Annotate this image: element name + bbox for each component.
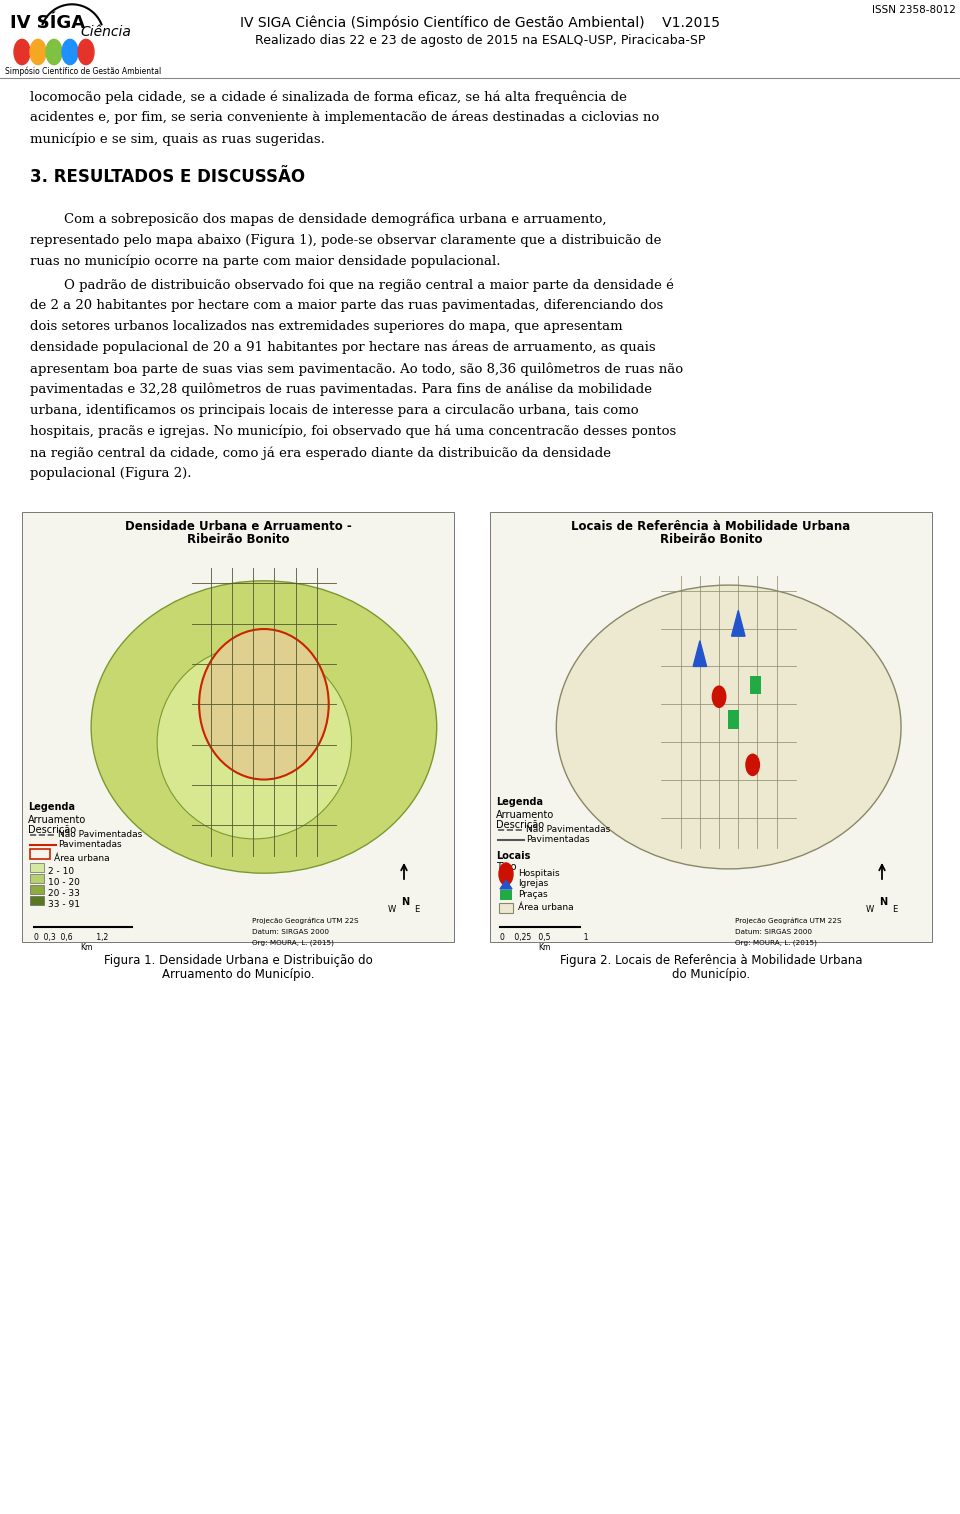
- Text: 33 - 91: 33 - 91: [48, 899, 80, 908]
- Text: Locais de Referência à Mobilidade Urbana: Locais de Referência à Mobilidade Urbana: [571, 519, 851, 533]
- Text: Tipo: Tipo: [496, 861, 516, 872]
- Text: município e se sim, quais as ruas sugeridas.: município e se sim, quais as ruas sugeri…: [30, 132, 324, 145]
- Text: Ribeirão Bonito: Ribeirão Bonito: [660, 533, 762, 547]
- Text: E: E: [892, 905, 898, 914]
- Text: Com a sobreposicão dos mapas de densidade demográfica urbana e arruamento,: Com a sobreposicão dos mapas de densidad…: [30, 213, 607, 227]
- Text: Não Pavimentadas: Não Pavimentadas: [58, 830, 142, 839]
- Circle shape: [46, 39, 62, 65]
- Text: 10 - 20: 10 - 20: [48, 878, 80, 887]
- Text: Figura 2. Locais de Referência à Mobilidade Urbana: Figura 2. Locais de Referência à Mobilid…: [560, 954, 862, 967]
- Polygon shape: [693, 640, 707, 666]
- Text: O padrão de distribuicão observado foi que na região central a maior parte da de: O padrão de distribuicão observado foi q…: [30, 279, 674, 292]
- Text: ISSN 2358-8012: ISSN 2358-8012: [872, 5, 956, 15]
- Text: Figura 1. Densidade Urbana e Distribuição do: Figura 1. Densidade Urbana e Distribuiçã…: [104, 954, 372, 967]
- Text: populacional (Figura 2).: populacional (Figura 2).: [30, 466, 191, 480]
- Text: de 2 a 20 habitantes por hectare com a maior parte das ruas pavimentadas, difere: de 2 a 20 habitantes por hectare com a m…: [30, 298, 663, 312]
- Ellipse shape: [91, 581, 437, 874]
- FancyBboxPatch shape: [30, 886, 44, 893]
- Text: Área urbana: Área urbana: [518, 902, 574, 911]
- Text: Descrição: Descrição: [496, 821, 544, 830]
- Ellipse shape: [199, 628, 328, 780]
- Text: W: W: [388, 905, 396, 914]
- Text: Datum: SIRGAS 2000: Datum: SIRGAS 2000: [252, 930, 329, 936]
- Text: Hospitais: Hospitais: [518, 869, 560, 878]
- Text: Igrejas: Igrejas: [518, 880, 548, 889]
- Circle shape: [712, 686, 726, 707]
- Circle shape: [746, 754, 759, 775]
- Text: Praças: Praças: [518, 890, 547, 899]
- FancyBboxPatch shape: [728, 710, 739, 728]
- FancyBboxPatch shape: [30, 874, 44, 883]
- Text: N: N: [401, 896, 409, 907]
- Polygon shape: [732, 610, 745, 636]
- FancyBboxPatch shape: [750, 675, 761, 693]
- Text: IV SÍGA: IV SÍGA: [10, 14, 85, 32]
- Text: apresentam boa parte de suas vias sem pavimentacão. Ao todo, são 8,36 quilômetro: apresentam boa parte de suas vias sem pa…: [30, 362, 684, 375]
- Text: Legenda: Legenda: [28, 802, 75, 812]
- Text: densidade populacional de 20 a 91 habitantes por hectare nas áreas de arruamento: densidade populacional de 20 a 91 habita…: [30, 341, 656, 354]
- Circle shape: [78, 39, 94, 65]
- Text: Simpósio Científico de Gestão Ambiental: Simpósio Científico de Gestão Ambiental: [5, 67, 161, 77]
- Text: Pavimentadas: Pavimentadas: [526, 836, 589, 843]
- Text: Descrição: Descrição: [28, 825, 76, 836]
- Text: Datum: SIRGAS 2000: Datum: SIRGAS 2000: [735, 930, 812, 936]
- Text: 2 - 10: 2 - 10: [48, 868, 74, 877]
- Circle shape: [30, 39, 46, 65]
- Text: Densidade Urbana e Arruamento -: Densidade Urbana e Arruamento -: [125, 519, 351, 533]
- Text: locomocão pela cidade, se a cidade é sinalizada de forma eficaz, se há alta freq: locomocão pela cidade, se a cidade é sin…: [30, 89, 627, 103]
- FancyBboxPatch shape: [30, 896, 44, 905]
- Text: Arruamento do Município.: Arruamento do Município.: [161, 967, 314, 981]
- Text: acidentes e, por fim, se seria conveniente à implementacão de áreas destinadas a: acidentes e, por fim, se seria convenien…: [30, 111, 660, 124]
- Text: representado pelo mapa abaixo (Figura 1), pode-se observar claramente que a dist: representado pelo mapa abaixo (Figura 1)…: [30, 235, 661, 247]
- Text: Área urbana: Área urbana: [54, 854, 109, 863]
- Text: 3. RESULTADOS E DISCUSSÃO: 3. RESULTADOS E DISCUSSÃO: [30, 168, 305, 186]
- FancyBboxPatch shape: [490, 512, 932, 942]
- Text: Locais: Locais: [496, 851, 530, 861]
- Text: pavimentadas e 32,28 quilômetros de ruas pavimentadas. Para fins de análise da m: pavimentadas e 32,28 quilômetros de ruas…: [30, 383, 652, 397]
- Text: Org: MOURA, L. (2015): Org: MOURA, L. (2015): [252, 939, 334, 946]
- Text: N: N: [879, 896, 887, 907]
- Ellipse shape: [157, 645, 351, 839]
- Text: E: E: [414, 905, 420, 914]
- Text: 20 - 33: 20 - 33: [48, 889, 80, 898]
- Circle shape: [62, 39, 78, 65]
- Text: Projecão Geográfica UTM 22S: Projecão Geográfica UTM 22S: [735, 917, 842, 924]
- Text: Pavimentadas: Pavimentadas: [58, 840, 122, 849]
- Ellipse shape: [556, 584, 901, 869]
- Text: urbana, identificamos os principais locais de interesse para a circulacão urbana: urbana, identificamos os principais loca…: [30, 404, 638, 416]
- Text: W: W: [866, 905, 875, 914]
- Text: Não Pavimentadas: Não Pavimentadas: [526, 825, 611, 834]
- FancyBboxPatch shape: [22, 512, 454, 942]
- Text: 0  0,3  0,6          1,2: 0 0,3 0,6 1,2: [34, 933, 108, 942]
- Text: dois setores urbanos localizados nas extremidades superiores do mapa, que aprese: dois setores urbanos localizados nas ext…: [30, 319, 623, 333]
- Text: Legenda: Legenda: [496, 796, 543, 807]
- Text: do Município.: do Município.: [672, 967, 750, 981]
- Text: Realizado dias 22 e 23 de agosto de 2015 na ESALQ-USP, Piracicaba-SP: Realizado dias 22 e 23 de agosto de 2015…: [254, 33, 706, 47]
- Text: hospitais, pracãs e igrejas. No município, foi observado que há uma concentracão: hospitais, pracãs e igrejas. No municípi…: [30, 425, 676, 439]
- Circle shape: [14, 39, 30, 65]
- Text: 0    0,25   0,5              1: 0 0,25 0,5 1: [500, 933, 588, 942]
- Polygon shape: [500, 880, 512, 889]
- Text: Org: MOURA, L. (2015): Org: MOURA, L. (2015): [735, 939, 817, 946]
- Text: Projecão Geográfica UTM 22S: Projecão Geográfica UTM 22S: [252, 917, 359, 924]
- FancyBboxPatch shape: [500, 890, 512, 899]
- FancyBboxPatch shape: [499, 902, 513, 913]
- Text: Km: Km: [538, 943, 550, 952]
- Text: Ribeirão Bonito: Ribeirão Bonito: [187, 533, 289, 547]
- FancyBboxPatch shape: [30, 863, 44, 872]
- Text: Arruamento: Arruamento: [496, 810, 554, 821]
- Text: IV SIGA Ciência (Simpósio Científico de Gestão Ambiental)    V1.2015: IV SIGA Ciência (Simpósio Científico de …: [240, 17, 720, 30]
- Text: na região central da cidade, como já era esperado diante da distribuicão da dens: na região central da cidade, como já era…: [30, 447, 611, 460]
- Text: ruas no município ocorre na parte com maior densidade populacional.: ruas no município ocorre na parte com ma…: [30, 254, 500, 268]
- Circle shape: [499, 863, 513, 886]
- Text: Ciência: Ciência: [80, 26, 131, 39]
- Text: Km: Km: [80, 943, 92, 952]
- Text: Arruamento: Arruamento: [28, 815, 86, 825]
